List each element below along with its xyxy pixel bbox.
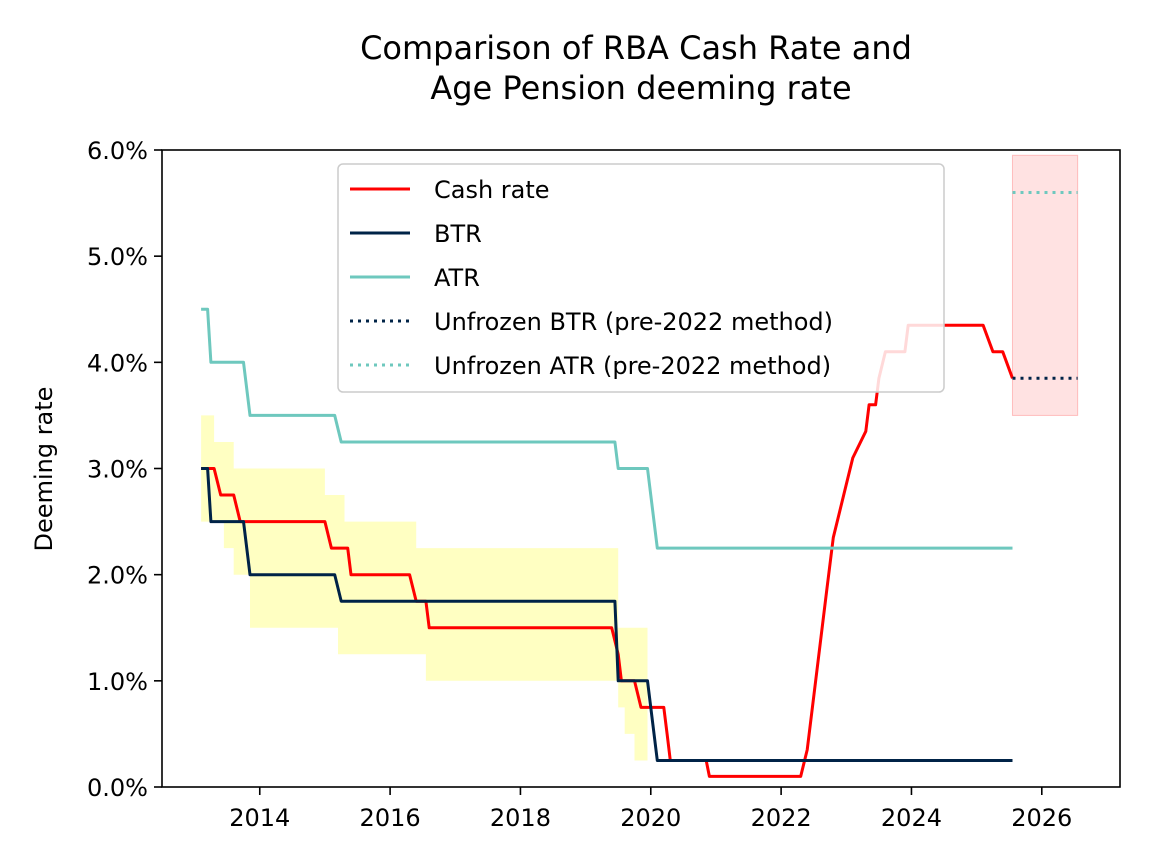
y-tick-label-5: 5.0% — [87, 243, 148, 271]
chart-title-line-2: Age Pension deeming rate — [430, 69, 851, 107]
series-line-2 — [201, 307, 1013, 550]
x-tick-label-4: 2022 — [751, 804, 812, 832]
y-tick-label-6: 6.0% — [87, 137, 148, 165]
y-tick-label-4: 4.0% — [87, 349, 148, 377]
x-tick-label-1: 2016 — [360, 804, 421, 832]
legend-box — [337, 163, 945, 393]
legend-label-4: Unfrozen ATR (pre-2022 method) — [434, 352, 831, 380]
chart-title-line-1: Comparison of RBA Cash Rate and — [360, 29, 912, 67]
y-tick-label-0: 0.0% — [87, 774, 148, 802]
axis-ticks: 2014 2016 2018 2020 2022 2024 2026 0.0% 1.0% 2.0%… — [87, 137, 1072, 832]
y-axis-label: Deeming rate — [30, 387, 58, 552]
legend-label-3: Unfrozen BTR (pre-2022 method) — [434, 308, 833, 336]
series-line-1 — [201, 467, 1013, 762]
legend-label-1: BTR — [434, 220, 482, 248]
x-tick-label-6: 2026 — [1011, 804, 1072, 832]
band-0 — [201, 415, 648, 761]
x-tick-label-0: 2014 — [229, 804, 290, 832]
uncertainty-bands — [201, 154, 1079, 761]
y-tick-label-3: 3.0% — [87, 456, 148, 484]
y-tick-label-1: 1.0% — [87, 668, 148, 696]
legend-label-2: ATR — [434, 264, 480, 292]
band-1 — [1011, 154, 1079, 416]
x-tick-label-5: 2024 — [881, 804, 942, 832]
legend-label-0: Cash rate — [434, 176, 550, 204]
legend: Cash rate BTR ATR Unfrozen BTR (pre-2022 me… — [337, 163, 945, 393]
x-tick-label-3: 2020 — [620, 804, 681, 832]
x-tick-label-2: 2018 — [490, 804, 551, 832]
y-tick-label-2: 2.0% — [87, 562, 148, 590]
